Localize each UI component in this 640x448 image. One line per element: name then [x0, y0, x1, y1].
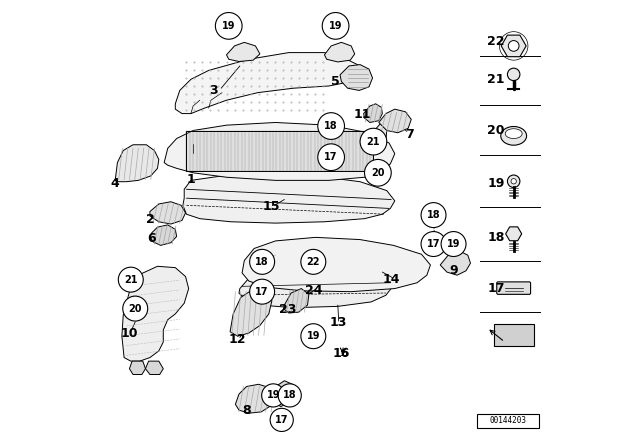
Polygon shape [324, 43, 355, 62]
Polygon shape [242, 237, 431, 292]
Circle shape [508, 41, 519, 51]
Text: 18: 18 [255, 257, 269, 267]
Text: 19: 19 [222, 21, 236, 31]
Polygon shape [440, 251, 470, 275]
Circle shape [421, 232, 446, 257]
Circle shape [421, 202, 446, 228]
Polygon shape [145, 361, 163, 375]
Text: 16: 16 [333, 347, 350, 360]
Text: 19: 19 [307, 331, 320, 341]
Text: 14: 14 [383, 273, 400, 286]
Text: 17: 17 [255, 287, 269, 297]
FancyBboxPatch shape [497, 282, 531, 294]
Text: 21: 21 [487, 73, 504, 86]
Polygon shape [230, 289, 272, 336]
Text: 22: 22 [307, 257, 320, 267]
FancyBboxPatch shape [477, 414, 539, 428]
Polygon shape [227, 43, 260, 61]
Text: 21: 21 [367, 137, 380, 146]
Text: 5: 5 [332, 75, 340, 88]
Text: 19: 19 [447, 239, 460, 249]
Polygon shape [122, 266, 189, 361]
Text: 13: 13 [329, 316, 346, 329]
Text: 19: 19 [266, 390, 280, 401]
Text: 24: 24 [305, 284, 323, 297]
Circle shape [511, 179, 516, 184]
Text: 15: 15 [262, 200, 280, 213]
Circle shape [441, 232, 466, 257]
Text: 17: 17 [427, 239, 440, 249]
Text: 18: 18 [427, 210, 440, 220]
Text: 17: 17 [275, 415, 289, 425]
Polygon shape [284, 289, 309, 313]
Text: 2: 2 [145, 213, 154, 226]
Polygon shape [236, 384, 275, 413]
Circle shape [262, 384, 285, 407]
Polygon shape [115, 145, 159, 182]
Circle shape [270, 408, 293, 431]
Text: 18: 18 [324, 121, 338, 131]
Text: 00144203: 00144203 [490, 416, 526, 425]
Polygon shape [164, 122, 395, 181]
FancyBboxPatch shape [493, 324, 534, 346]
Polygon shape [183, 174, 395, 223]
Text: 17: 17 [487, 282, 504, 295]
Polygon shape [150, 202, 186, 224]
Polygon shape [364, 104, 382, 122]
Circle shape [318, 113, 344, 139]
Text: 10: 10 [121, 327, 138, 340]
Polygon shape [340, 65, 372, 90]
Text: 9: 9 [449, 264, 458, 277]
Text: 3: 3 [209, 84, 218, 97]
Text: 21: 21 [124, 275, 138, 284]
Circle shape [508, 175, 520, 188]
Text: 1: 1 [186, 173, 195, 186]
Polygon shape [379, 109, 412, 133]
Circle shape [301, 250, 326, 274]
Ellipse shape [505, 129, 522, 138]
Text: 18: 18 [283, 390, 296, 401]
Text: 20: 20 [487, 124, 504, 137]
Text: 20: 20 [129, 304, 142, 314]
Text: 20: 20 [371, 168, 385, 178]
Circle shape [318, 144, 344, 171]
Text: 6: 6 [147, 232, 156, 245]
Polygon shape [129, 361, 145, 375]
Polygon shape [368, 122, 387, 149]
Text: 23: 23 [279, 303, 296, 316]
Circle shape [250, 279, 275, 304]
Text: 18: 18 [487, 231, 504, 244]
Text: 8: 8 [242, 405, 251, 418]
Text: 7: 7 [404, 129, 413, 142]
Circle shape [360, 128, 387, 155]
Circle shape [365, 159, 391, 186]
Text: 4: 4 [111, 177, 120, 190]
Polygon shape [273, 381, 294, 406]
Circle shape [250, 250, 275, 274]
Text: 17: 17 [324, 152, 338, 162]
Text: 12: 12 [229, 333, 246, 346]
Circle shape [123, 296, 148, 321]
Circle shape [508, 68, 520, 81]
Polygon shape [175, 52, 360, 114]
Text: 11: 11 [353, 108, 371, 121]
Circle shape [216, 13, 242, 39]
Polygon shape [150, 225, 177, 246]
Circle shape [278, 384, 301, 407]
Circle shape [301, 324, 326, 349]
Circle shape [118, 267, 143, 292]
Circle shape [322, 13, 349, 39]
Polygon shape [239, 265, 394, 308]
Text: 19: 19 [329, 21, 342, 31]
Text: 19: 19 [487, 177, 504, 190]
Ellipse shape [500, 126, 527, 145]
Text: 22: 22 [487, 35, 504, 48]
